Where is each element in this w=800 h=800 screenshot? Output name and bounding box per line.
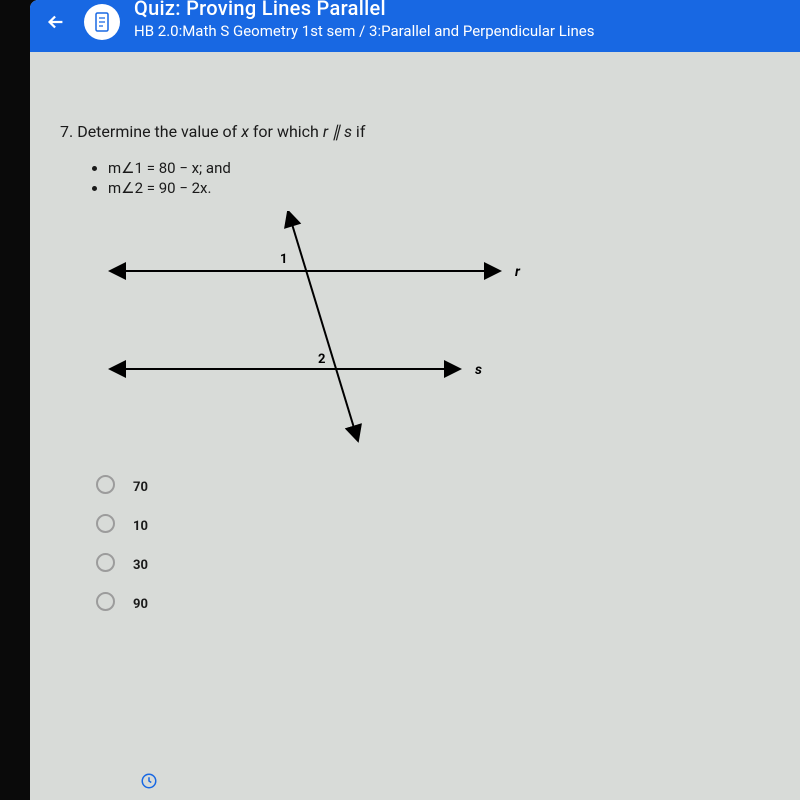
option-label: 10 bbox=[133, 519, 148, 534]
question-content: 7. Determine the value of x for which r … bbox=[30, 52, 800, 650]
stem-prefix: Determine the value of bbox=[77, 122, 241, 141]
option-label: 30 bbox=[133, 558, 148, 573]
given-list: m∠1 = 80 − x; and m∠2 = 90 − 2x. bbox=[60, 159, 772, 197]
option-label: 90 bbox=[133, 597, 148, 612]
option-0[interactable]: 70 bbox=[96, 474, 772, 495]
svg-text:2: 2 bbox=[318, 352, 325, 367]
app-frame: Quiz: Proving Lines Parallel HB 2.0:Math… bbox=[30, 0, 800, 800]
option-3[interactable]: 90 bbox=[96, 591, 772, 612]
answer-options: 70 10 30 90 bbox=[96, 474, 772, 612]
g1-rest: = 80 − x; and bbox=[143, 159, 231, 177]
given-1: m∠1 = 80 − x; and bbox=[108, 159, 772, 177]
quiz-icon bbox=[84, 4, 120, 40]
header-text: Quiz: Proving Lines Parallel HB 2.0:Math… bbox=[134, 4, 594, 40]
g2-rest: = 90 − 2x. bbox=[143, 179, 211, 197]
stem-mid: for which bbox=[249, 122, 323, 141]
app-header: Quiz: Proving Lines Parallel HB 2.0:Math… bbox=[30, 0, 800, 52]
figure: r s 1 2 bbox=[100, 211, 772, 450]
option-label: 70 bbox=[133, 480, 148, 495]
header-subtitle: HB 2.0:Math S Geometry 1st sem / 3:Paral… bbox=[134, 22, 594, 40]
stem-var: x bbox=[241, 122, 249, 141]
given-2: m∠2 = 90 − 2x. bbox=[108, 179, 772, 197]
clock-icon bbox=[140, 772, 158, 790]
info-icon[interactable] bbox=[140, 772, 158, 794]
svg-text:r: r bbox=[515, 264, 521, 280]
arrow-left-icon bbox=[45, 11, 67, 33]
radio-icon bbox=[96, 553, 115, 572]
g2-m: m bbox=[108, 179, 121, 197]
header-title: Quiz: Proving Lines Parallel bbox=[134, 0, 594, 20]
geometry-diagram: r s 1 2 bbox=[100, 211, 550, 446]
radio-icon bbox=[96, 514, 115, 533]
radio-icon bbox=[96, 475, 115, 494]
svg-text:1: 1 bbox=[280, 252, 287, 267]
question-stem: 7. Determine the value of x for which r … bbox=[60, 122, 772, 141]
question-number: 7. bbox=[60, 122, 73, 141]
option-1[interactable]: 10 bbox=[96, 513, 772, 534]
back-button[interactable] bbox=[42, 8, 70, 36]
g2-angle: ∠2 bbox=[121, 179, 143, 197]
option-2[interactable]: 30 bbox=[96, 552, 772, 573]
g1-m: m bbox=[108, 159, 121, 177]
stem-suffix: if bbox=[352, 122, 365, 141]
radio-icon bbox=[96, 592, 115, 611]
document-icon bbox=[94, 12, 110, 32]
stem-cond: r ∥ s bbox=[323, 122, 352, 141]
g1-angle: ∠1 bbox=[121, 159, 143, 177]
svg-text:s: s bbox=[475, 362, 482, 378]
